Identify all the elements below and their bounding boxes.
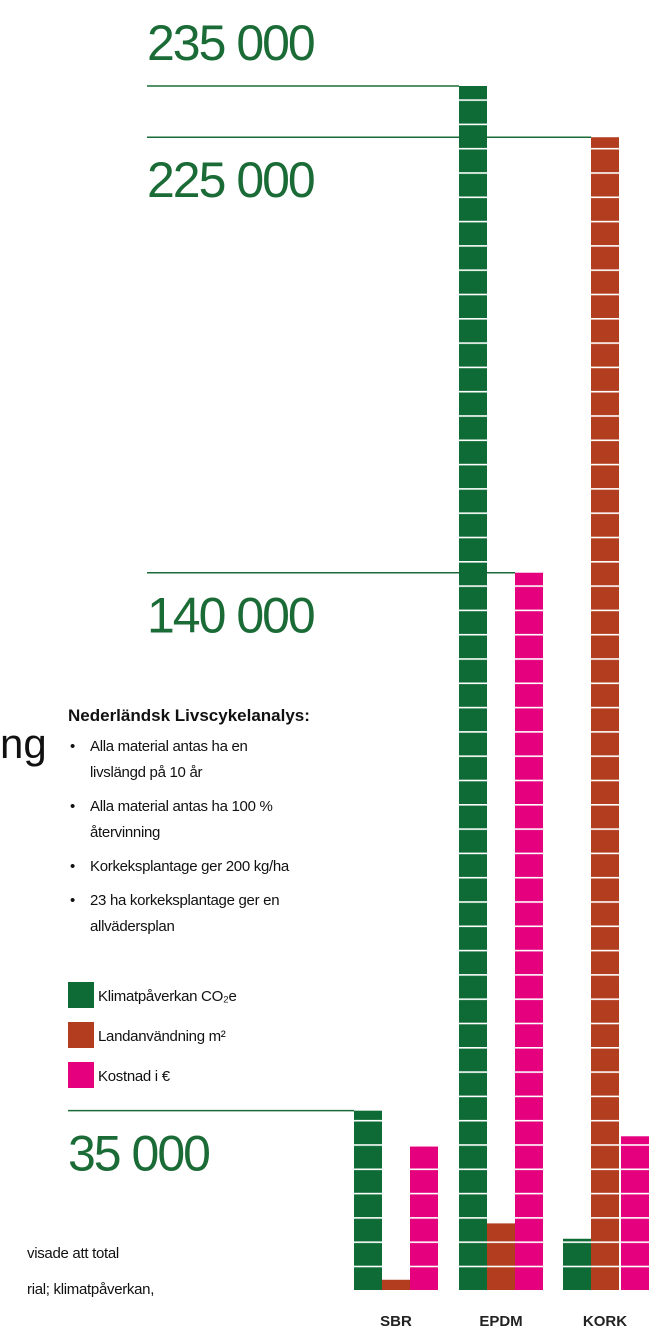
note-line: återvinning [90, 824, 160, 841]
bar [382, 1279, 410, 1290]
cut-text: ng [0, 720, 47, 767]
bar [515, 572, 543, 1290]
y-tick-label: 140 000 [147, 588, 314, 644]
bar [563, 1238, 591, 1290]
note-line: Korkeksplantage ger 200 kg/ha [90, 858, 290, 875]
legend-label: Kostnad i € [98, 1068, 171, 1085]
bar [591, 137, 619, 1291]
bullet: • [70, 798, 75, 815]
note-line: livslängd på 10 år [90, 764, 202, 781]
note-line: Alla material antas ha 100 % [90, 798, 273, 815]
y-tick-label: 225 000 [147, 152, 314, 208]
x-tick-label: SBR [380, 1313, 412, 1330]
y-tick-label: 235 000 [147, 15, 314, 71]
bullet: • [70, 892, 75, 909]
legend-swatch [68, 982, 94, 1008]
note-line: 23 ha korkeksplantage ger en [90, 892, 279, 909]
y-tick-label: 35 000 [68, 1126, 209, 1182]
x-tick-label: EPDM [479, 1313, 522, 1330]
cut-text: rial; klimatpåverkan, [27, 1281, 154, 1298]
bar [621, 1136, 649, 1290]
bullet: • [70, 858, 75, 875]
legend-swatch [68, 1022, 94, 1048]
cut-text: visade att total [27, 1245, 119, 1262]
notes-title: Nederländsk Livscykelanalys: [68, 706, 310, 725]
note-line: allvädersplan [90, 918, 175, 935]
legend-label: Klimatpåverkan CO₂e [98, 988, 237, 1005]
bar [410, 1146, 438, 1290]
legend-swatch [68, 1062, 94, 1088]
x-tick-label: KORK [583, 1313, 627, 1330]
legend-label: Landanvändning m² [98, 1028, 226, 1045]
bar [487, 1223, 515, 1290]
bar [459, 86, 487, 1290]
bullet: • [70, 738, 75, 755]
note-line: Alla material antas ha en [90, 738, 248, 755]
bar [354, 1110, 382, 1290]
